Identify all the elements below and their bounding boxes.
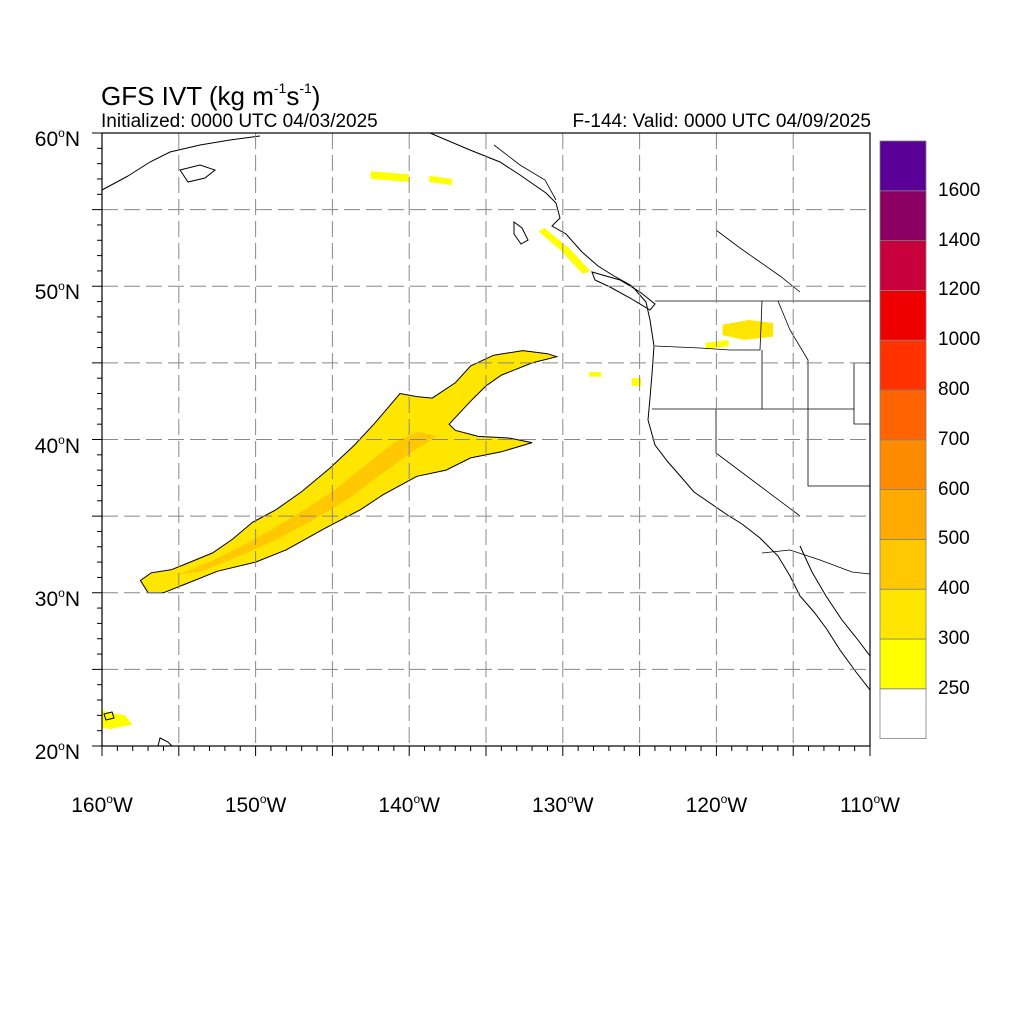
colorbar-label: 1000 <box>938 329 981 351</box>
lat-label-50: 50oN <box>34 279 80 305</box>
atmospheric-river-core <box>139 350 559 594</box>
colorbar <box>879 140 927 739</box>
wa-or-border <box>654 300 763 351</box>
colorbar-swatch <box>879 638 927 690</box>
colorbar-swatch <box>879 588 927 640</box>
colorbar-swatch <box>879 339 927 391</box>
colorbar-swatch <box>879 389 927 441</box>
ivt-patch-offshore-1 <box>631 378 642 386</box>
colorbar-swatch <box>879 439 927 490</box>
lat-label-60: 60oN <box>34 126 80 151</box>
chart-title: GFS IVT (kg m-1s-1) <box>101 80 321 111</box>
lat-label-30: 30oN <box>34 585 80 611</box>
colorbar-swatch <box>879 688 927 739</box>
lon-label-140: 140oW <box>378 792 440 817</box>
colorbar-label: 400 <box>938 578 970 600</box>
ivt-patch-offshore-2 <box>588 372 602 377</box>
initialized-time: Initialized: 0000 UTC 04/03/2025 <box>101 111 378 132</box>
haida-gwaii <box>513 221 529 245</box>
graticule <box>102 133 870 746</box>
valid-time: F-144: Valid: 0000 UTC 04/09/2025 <box>572 111 871 132</box>
us-mexico-border <box>761 549 870 575</box>
alaska-coast <box>102 135 261 191</box>
ivt-patch-alaska-2 <box>429 175 453 186</box>
idaho-border <box>761 300 809 409</box>
nv-ut-border <box>807 409 870 487</box>
ivt-patch-hawaii <box>102 710 133 730</box>
axis-ticks <box>92 132 871 756</box>
alaska-bc-border <box>493 144 557 201</box>
colorbar-label: 300 <box>938 628 970 649</box>
political-borders <box>493 144 870 575</box>
colorbar-label: 1600 <box>938 179 981 201</box>
baja-gulf-coast <box>799 545 870 657</box>
lon-label-130: 130oW <box>532 792 594 817</box>
colorbar-swatch <box>879 289 927 341</box>
alaska-islands <box>179 164 217 183</box>
north-america-coastline <box>429 133 870 691</box>
lon-label-160: 160oW <box>71 792 133 817</box>
lat-label-40: 40oN <box>34 432 80 458</box>
colorbar-swatch <box>879 489 927 540</box>
colorbar-swatch <box>879 539 927 590</box>
vancouver-island <box>591 271 656 311</box>
lon-label-120: 120oW <box>685 792 748 817</box>
lat-label-20: 20oN <box>34 739 80 764</box>
colorbar-label: 600 <box>938 478 970 500</box>
ivt-shading <box>102 171 774 730</box>
hawaii-big-island <box>157 737 173 746</box>
ca-nv-border <box>715 409 801 517</box>
colorbar-swatch <box>879 140 927 192</box>
colorbar-label: 1400 <box>938 229 981 251</box>
colorbar-swatch <box>879 240 927 291</box>
colorbar-swatch <box>879 190 927 242</box>
ivt-patch-bc-coast <box>538 228 591 274</box>
ut-border <box>853 362 870 425</box>
colorbar-label: 500 <box>938 528 970 550</box>
ivt-patch-oregon <box>705 339 729 350</box>
hawaii-kauai <box>103 711 115 721</box>
lon-label-150: 150oW <box>224 792 287 817</box>
ivt-patch-alaska-1 <box>370 171 410 182</box>
colorbar-label: 1200 <box>938 279 981 301</box>
bc-alberta-border <box>715 229 801 293</box>
ivt-patch-idaho <box>722 320 774 340</box>
atmospheric-river-inner <box>178 431 437 575</box>
colorbar-label: 700 <box>938 428 970 450</box>
colorbar-label: 800 <box>938 379 970 400</box>
colorbar-label: 250 <box>938 677 970 699</box>
lon-label-110: 110oW <box>840 792 900 817</box>
